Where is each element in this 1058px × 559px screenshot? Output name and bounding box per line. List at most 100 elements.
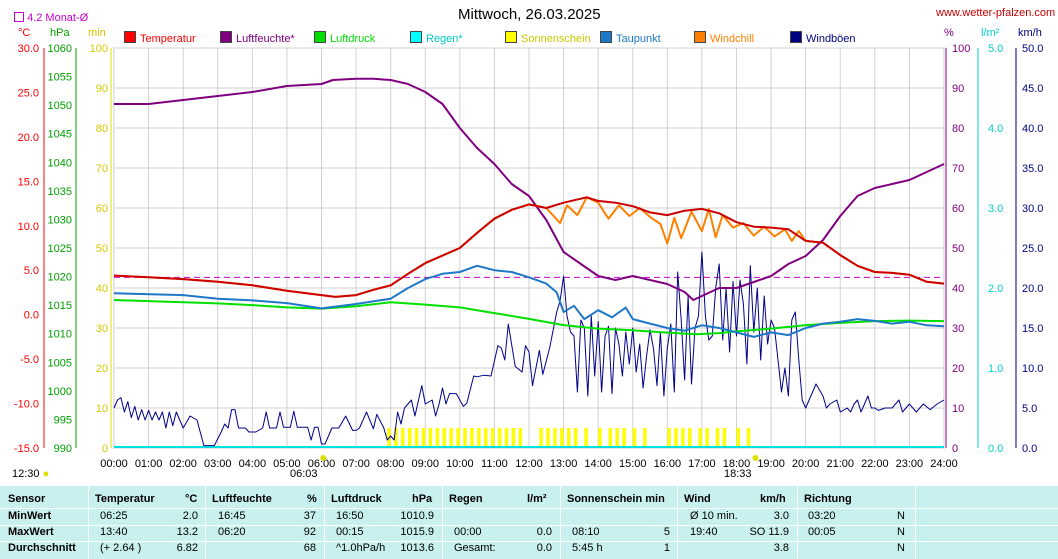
x-tick-label: 07:00 (342, 458, 370, 470)
col-divider (442, 486, 443, 559)
unit-temp: °C (18, 27, 31, 39)
sunshine-bar (573, 428, 578, 448)
axis-tick-sun: 70 (96, 163, 108, 175)
x-tick-label: 20:00 (792, 458, 820, 470)
axis-tick-wind: 25.0 (1022, 243, 1043, 255)
axis-tick-pressure: 1000 (48, 386, 72, 398)
axis-tick-sun: 10 (96, 403, 108, 415)
header-rain-unit: l/m² (527, 493, 547, 505)
axis-tick-wind: 10.0 (1022, 363, 1043, 375)
x-tick-label: 13:00 (550, 458, 578, 470)
cell-rain-time: Gesamt: (454, 542, 496, 554)
sunshine-bar (681, 428, 685, 448)
axis-tick-humidity: 40 (952, 283, 964, 295)
monthly-avg-label: 4.2 Monat-Ø (14, 12, 88, 24)
axis-tick-wind: 40.0 (1022, 123, 1043, 135)
cell-sun-value: 5 (663, 526, 670, 538)
row-divider (0, 541, 1058, 542)
sunshine-bar (477, 428, 481, 448)
axis-tick-pressure: 1055 (48, 72, 72, 84)
sunshine-bar (615, 428, 619, 448)
cell-wind-time: 19:40 (690, 526, 718, 538)
cell-rain-time: 00:00 (454, 526, 482, 538)
cell-temp-time: (+ 2.64 ) (100, 542, 142, 554)
sunrise-label: 06:03 (290, 468, 318, 480)
axis-tick-wind: 20.0 (1022, 283, 1043, 295)
axis-tick-humidity: 10 (952, 403, 964, 415)
axis-tick-pressure: 1010 (48, 329, 72, 341)
axis-tick-temp: -10.0 (14, 399, 39, 411)
x-tick-label: 09:00 (411, 458, 439, 470)
header-wind: Wind (684, 493, 711, 505)
legend-swatch (600, 31, 612, 43)
x-tick-label: 04:00 (239, 458, 267, 470)
x-tick-label: 24:00 (930, 458, 958, 470)
axis-tick-temp: -15.0 (14, 443, 39, 455)
cell-temp-value: 13.2 (176, 526, 198, 538)
sunshine-bar (497, 428, 502, 448)
header-pressure-unit: hPa (412, 493, 433, 505)
series-luftdruck-line (113, 299, 945, 336)
axis-tick-temp: 30.0 (18, 43, 39, 55)
legend-item: Sonnenschein (505, 31, 591, 45)
legend-swatch (220, 31, 232, 43)
x-tick-label: 17:00 (688, 458, 716, 470)
sunshine-bar (394, 428, 398, 448)
monthly-avg-text: 4.2 Monat-Ø (27, 12, 89, 24)
axis-tick-pressure: 1060 (48, 43, 72, 55)
axis-tick-rain: 3.0 (988, 203, 1003, 215)
sunshine-bar (560, 428, 564, 448)
cell-hum-value: 68 (303, 542, 316, 554)
cell-dir-time: 00:05 (808, 526, 836, 538)
axis-tick-pressure: 1050 (48, 100, 72, 112)
x-tick-label: 10:00 (446, 458, 474, 470)
axis-tick-temp: 10.0 (18, 221, 39, 233)
axis-tick-pressure: 1015 (48, 300, 72, 312)
legend-swatch (124, 31, 136, 43)
axis-tick-pressure: 1035 (48, 186, 72, 198)
col-divider (797, 486, 798, 559)
axis-tick-humidity: 30 (952, 323, 964, 335)
legend-item: Windböen (790, 31, 856, 45)
sunshine-bar (622, 428, 626, 448)
legend-item: Luftdruck (314, 31, 375, 45)
axis-tick-wind: 35.0 (1022, 163, 1043, 175)
sunshine-bar (746, 428, 751, 448)
axis-tick-sun: 50 (96, 243, 108, 255)
header-pressure: Luftdruck (331, 493, 382, 505)
sunshine-bar (567, 428, 571, 448)
weather-chart: 30.0 25.0 20.0 15.0 10.0 5.0 0.0 -5.0 -10.0 -15.0… (14, 43, 1044, 470)
cell-dir-time: 03:20 (808, 510, 836, 522)
legend-item: Luftfeuchte* (220, 31, 295, 45)
axis-tick-temp: 0.0 (24, 310, 39, 322)
x-tick-label: 15:00 (619, 458, 647, 470)
axis-tick-wind: 45.0 (1022, 83, 1043, 95)
col-divider (677, 486, 678, 559)
legend-label: Windböen (806, 33, 856, 45)
cell-dir-value: N (897, 526, 905, 538)
header-temperature: Temperatur (95, 493, 155, 505)
x-tick-label: 11:00 (481, 458, 508, 470)
sunshine-bar (421, 428, 426, 448)
x-tick-label: 01:00 (135, 458, 163, 470)
axis-tick-humidity: 70 (952, 163, 964, 175)
axis-tick-wind: 5.0 (1022, 403, 1037, 415)
x-tick-label: 18:00 (723, 458, 751, 470)
axis-tick-temp: 25.0 (18, 87, 39, 99)
legend-item: Regen* (410, 31, 463, 45)
row-label: MinWert (8, 510, 52, 522)
cell-sun-time: 08:10 (572, 526, 600, 538)
axis-tick-rain: 0.0 (988, 443, 1003, 455)
cell-wind-value: SO 11.9 (749, 526, 789, 538)
axis-tick-temp: 20.0 (18, 132, 39, 144)
axis-tick-humidity: 20 (952, 363, 964, 375)
header-sunshine: Sonnenschein min (567, 493, 665, 505)
x-tick-label: 05:00 (273, 458, 301, 470)
sunshine-bar (518, 428, 523, 448)
sun-icon: ● (42, 468, 50, 480)
x-tick-label: 19:00 (757, 458, 785, 470)
sunshine-bar (608, 428, 612, 448)
unit-rain: l/m² (981, 27, 1000, 39)
axis-tick-humidity: 0 (952, 443, 958, 455)
sunshine-bar (456, 428, 460, 448)
